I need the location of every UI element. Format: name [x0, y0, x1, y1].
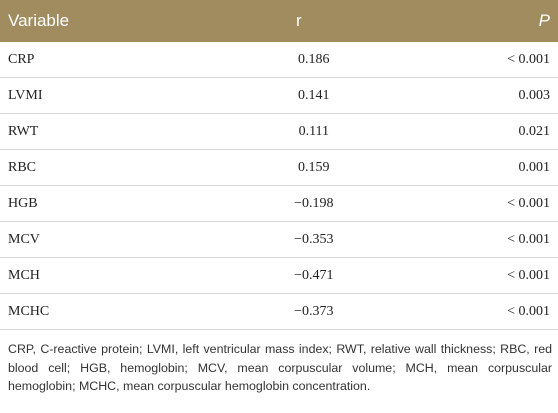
table-cell: 0.141 — [201, 77, 404, 114]
table-row: HGB −0.198 < 0.001 — [0, 185, 558, 222]
table-cell: RWT — [0, 113, 202, 150]
table-cell: −0.471 — [201, 257, 404, 294]
table-row: RBC 0.159 0.001 — [0, 149, 558, 186]
table-row: MCH −0.471 < 0.001 — [0, 257, 558, 294]
table-cell: LVMI — [0, 77, 202, 114]
table-header: Variable r P — [0, 0, 558, 42]
table-cell: < 0.001 — [403, 42, 558, 78]
table-row: CRP 0.186 < 0.001 — [0, 42, 558, 78]
header-cell: r — [201, 0, 404, 42]
table-row: MCHC −0.373 < 0.001 — [0, 293, 558, 330]
table-cell: CRP — [0, 42, 202, 78]
table-cell: HGB — [0, 185, 202, 222]
table-row: MCV −0.353 < 0.001 — [0, 221, 558, 258]
header-row: Variable r P — [0, 0, 558, 42]
header-cell: P — [403, 0, 558, 42]
table-cell: < 0.001 — [403, 293, 558, 330]
table-cell: MCH — [0, 257, 202, 294]
table-cell: −0.353 — [201, 221, 404, 258]
table-body: CRP 0.186 < 0.001 LVMI 0.141 0.003 RWT 0.111 0.0… — [0, 42, 558, 330]
table-cell: 0.186 — [201, 42, 404, 78]
table-cell: −0.373 — [201, 293, 404, 330]
table-cell: < 0.001 — [403, 257, 558, 294]
table-row: RWT 0.111 0.021 — [0, 113, 558, 150]
header-cell: Variable — [0, 0, 202, 42]
table-row: LVMI 0.141 0.003 — [0, 77, 558, 114]
table-cell: 0.159 — [201, 149, 404, 186]
table-cell: MCHC — [0, 293, 202, 330]
data-table: Variable r P CRP 0.186 < 0.001 LVMI 0.141 0.003… — [0, 0, 558, 330]
table-cell: 0.001 — [403, 149, 558, 186]
table-cell: < 0.001 — [403, 185, 558, 222]
table-cell: < 0.001 — [403, 221, 558, 258]
table-cell: 0.003 — [403, 77, 558, 114]
table-cell: 0.111 — [201, 113, 404, 150]
table-cell: 0.021 — [403, 113, 558, 150]
table-cell: RBC — [0, 149, 202, 186]
table-cell: −0.198 — [201, 185, 404, 222]
table-cell: MCV — [0, 221, 202, 258]
footnote: CRP, C-reactive protein; LVMI, left vent… — [8, 342, 552, 393]
